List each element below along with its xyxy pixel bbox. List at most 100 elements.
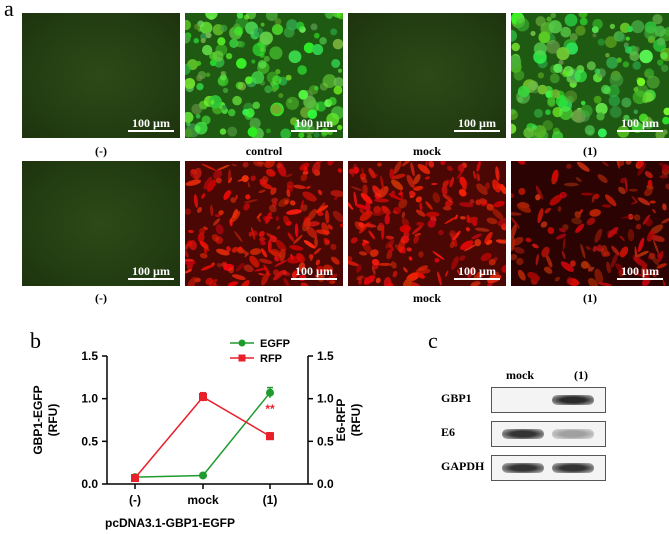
cell-texture <box>314 237 318 248</box>
cell-texture <box>610 73 624 87</box>
cell-texture <box>564 183 579 187</box>
cell-texture <box>538 31 550 43</box>
cell-texture <box>234 26 243 35</box>
cell-texture <box>598 128 607 137</box>
micrograph-red-control: 100 µm <box>185 161 343 286</box>
panel-letter-a: a <box>4 0 14 22</box>
caption-row2-3: mock <box>348 291 506 306</box>
cell-texture <box>660 52 667 59</box>
cell-texture <box>587 61 596 70</box>
cell-texture <box>195 122 208 135</box>
cell-texture <box>633 90 647 104</box>
cell-texture <box>560 27 571 38</box>
cell-texture <box>523 128 534 138</box>
band <box>552 463 594 473</box>
cell-texture <box>286 19 297 30</box>
cell-texture <box>264 56 270 62</box>
cell-texture <box>275 18 282 25</box>
cell-texture <box>334 86 343 95</box>
band <box>502 429 544 439</box>
cell-texture <box>536 16 546 26</box>
panel-letter-c: c <box>428 328 438 354</box>
cell-texture <box>253 102 260 109</box>
cell-texture <box>221 71 225 75</box>
cell-texture <box>226 53 232 59</box>
y-axis-label-line2: (RFU) <box>46 404 60 437</box>
cell-texture <box>592 33 596 37</box>
cell-texture <box>545 109 551 115</box>
scale-bar: 100 µm <box>128 265 174 280</box>
cell-texture <box>616 57 621 62</box>
cell-texture <box>200 22 212 34</box>
data-point-rfp <box>199 393 207 401</box>
band <box>552 429 594 439</box>
cell-texture <box>534 42 547 55</box>
scale-bar: 100 µm <box>454 117 500 132</box>
cell-texture <box>538 72 544 78</box>
cell-texture <box>264 85 272 93</box>
cell-texture <box>626 37 630 41</box>
cell-texture <box>553 64 562 73</box>
cell-texture <box>245 76 253 84</box>
caption-row2-2: control <box>185 291 343 306</box>
cell-texture <box>661 64 668 71</box>
micrograph-green-mock: 100 µm <box>348 13 506 138</box>
cell-texture <box>530 31 535 36</box>
cell-texture <box>606 57 618 69</box>
y2-axis-label-line2: (RFU) <box>349 404 363 437</box>
cell-texture <box>236 82 243 89</box>
cell-texture <box>193 38 199 44</box>
cell-texture <box>248 127 258 137</box>
cell-texture <box>191 104 202 115</box>
legend-label-rfp: RFP <box>260 353 282 365</box>
lane-label-mock: mock <box>506 368 534 383</box>
cell-texture <box>605 53 609 57</box>
cell-texture <box>271 104 281 114</box>
caption-row1-1: (-) <box>22 144 180 159</box>
cell-texture <box>328 97 336 105</box>
cell-texture <box>202 45 212 55</box>
cell-texture <box>314 33 320 39</box>
band <box>502 463 544 473</box>
data-point-egfp <box>199 471 207 479</box>
cell-texture <box>532 124 537 129</box>
cell-texture <box>229 39 238 48</box>
cell-texture <box>314 86 318 90</box>
legend-marker-rfp <box>239 355 246 362</box>
y-axis-label-line1: GBP1-EGFP <box>31 385 45 454</box>
y-tick-label: 0.5 <box>81 434 98 448</box>
cell-texture <box>206 32 212 38</box>
micrograph-green-treated: 100 µm <box>511 13 669 138</box>
cell-texture <box>278 93 283 98</box>
cell-texture <box>378 263 391 266</box>
cell-texture <box>196 83 203 90</box>
legend-label-egfp: EGFP <box>260 338 290 350</box>
cell-texture <box>562 71 569 78</box>
cell-texture <box>662 129 667 134</box>
cell-texture <box>261 23 265 27</box>
scale-bar: 100 µm <box>454 265 500 280</box>
cell-texture <box>639 50 652 63</box>
cell-texture <box>286 97 299 110</box>
cell-texture <box>196 75 202 81</box>
caption-row1-4: (1) <box>511 144 669 159</box>
y2-axis-label-line1: E6-RFP <box>334 399 348 442</box>
cell-texture <box>245 108 254 117</box>
cell-texture <box>559 106 573 120</box>
blot-gapdh <box>491 455 606 481</box>
cell-texture <box>592 26 599 33</box>
micrograph-red-treated: 100 µm <box>511 161 669 286</box>
cell-texture <box>269 46 282 59</box>
scale-bar: 100 µm <box>617 117 663 132</box>
blot-gbp1 <box>491 387 606 413</box>
band <box>552 395 594 405</box>
cell-texture <box>228 109 235 116</box>
cell-texture <box>210 100 214 104</box>
data-point-rfp <box>266 432 274 440</box>
scale-bar: 100 µm <box>291 117 337 132</box>
cell-texture <box>251 71 264 84</box>
cell-texture <box>632 61 641 70</box>
cell-texture <box>551 89 560 98</box>
cell-texture <box>297 65 307 75</box>
cell-texture <box>634 46 639 51</box>
